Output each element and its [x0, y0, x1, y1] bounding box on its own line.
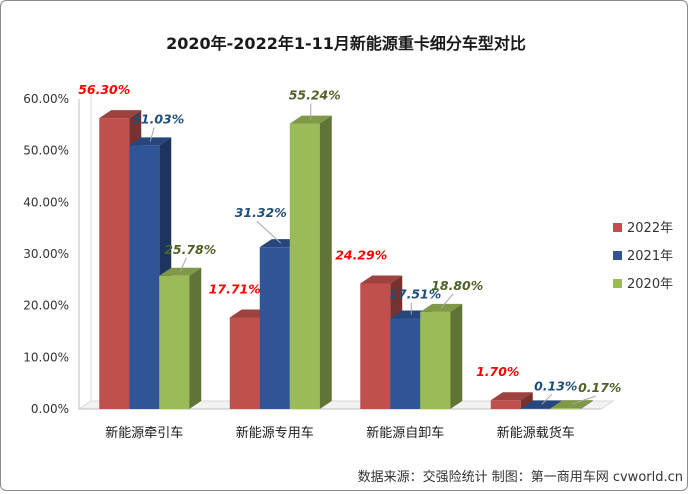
data-label: 0.13%	[534, 378, 577, 393]
bar-top	[490, 392, 533, 401]
data-label: 25.78%	[164, 242, 216, 257]
data-label: 0.17%	[578, 380, 621, 395]
data-label-leader	[440, 293, 454, 309]
legend-label: 2021年	[627, 249, 673, 264]
bar-top	[360, 275, 403, 284]
bar	[360, 283, 391, 409]
chart-title: 2020年-2022年1-11月新能源重卡细分车型对比	[166, 34, 526, 53]
x-category-label: 新能源牵引车	[105, 425, 183, 441]
data-label: 56.30%	[78, 82, 130, 97]
bar	[390, 318, 421, 409]
data-label-leader	[541, 393, 553, 405]
bar-side	[319, 115, 332, 410]
y-tick-label: 60.00%	[23, 92, 69, 106]
data-label-leader	[149, 127, 155, 142]
bar	[99, 118, 130, 409]
data-label: 18.80%	[431, 278, 483, 293]
legend-label: 2020年	[627, 277, 673, 292]
y-tick-label: 50.00%	[23, 144, 69, 158]
bar-side	[520, 392, 533, 409]
source-note: 数据来源：交强险统计 制图：第一商用车网 cvworld.cn	[358, 469, 683, 485]
legend-swatch	[613, 251, 622, 260]
y-tick-label: 30.00%	[23, 247, 69, 261]
bar	[229, 317, 260, 409]
y-tick-label: 20.00%	[23, 299, 69, 313]
y-tick-label: 0.00%	[31, 402, 69, 416]
data-label-leader	[179, 257, 187, 273]
data-label-leader	[256, 220, 282, 244]
bar-top	[99, 110, 142, 119]
bar	[259, 247, 290, 409]
axes: 0.00% 10.00% 20.00% 30.00% 40.00% 50.00% 60.00…	[23, 91, 615, 441]
bar	[289, 123, 320, 410]
bar	[550, 408, 581, 409]
data-label-leader	[571, 395, 596, 405]
legend-swatch	[613, 279, 622, 288]
data-label: 24.29%	[335, 248, 387, 263]
data-label: 51.03%	[132, 111, 184, 126]
data-label: 31.32%	[235, 205, 287, 220]
x-category-label: 新能源专用车	[236, 425, 314, 441]
legend-swatch	[613, 223, 622, 232]
legend-label: 2022年	[627, 221, 673, 236]
x-category-label: 新能源载货车	[497, 425, 575, 441]
data-labels: 56.30%51.03% 25.78% 17.71% 31.32% 55.24% 24.2…	[78, 82, 621, 405]
bar-side	[580, 400, 593, 409]
bars	[99, 110, 593, 410]
y-tick-label: 40.00%	[23, 195, 69, 209]
bar	[129, 145, 160, 409]
legend: 2022年 2021年 2020年	[613, 221, 673, 292]
bar-side	[189, 267, 202, 409]
bar	[520, 408, 551, 409]
y-tick-label: 10.00%	[23, 350, 69, 364]
x-category-label: 新能源自卸车	[366, 425, 444, 441]
data-label: 17.51%	[389, 287, 441, 302]
bar	[420, 311, 451, 409]
data-label: 55.24%	[289, 88, 341, 103]
data-label: 17.71%	[209, 281, 261, 296]
bar	[159, 275, 190, 409]
bar-side	[450, 303, 463, 409]
data-label: 1.70%	[476, 364, 519, 379]
bar	[490, 400, 521, 409]
